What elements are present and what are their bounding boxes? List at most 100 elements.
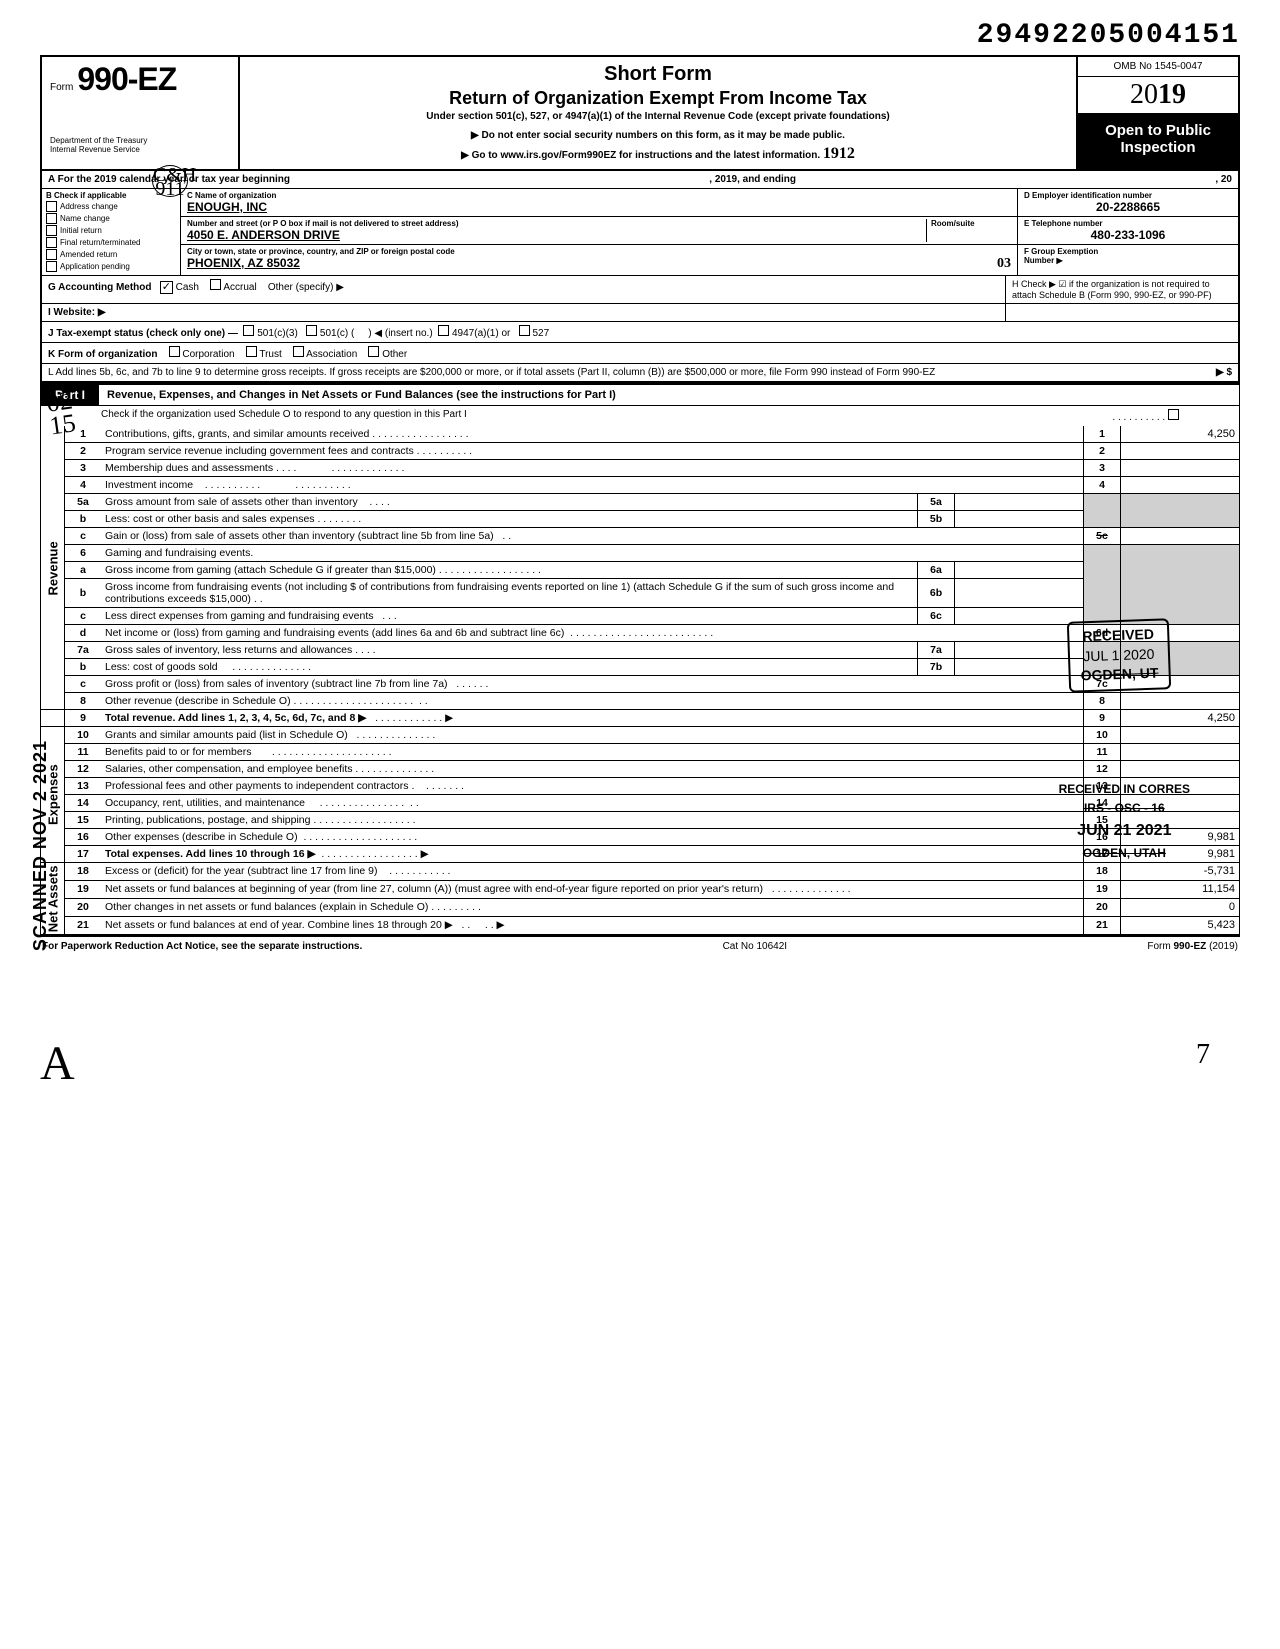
tax-year: 2019	[1078, 77, 1238, 114]
j-opt4: 527	[532, 328, 549, 339]
line-21: 21Net assets or fund balances at end of …	[41, 916, 1240, 934]
cb-address-change[interactable]: Address change	[46, 201, 176, 212]
handwritten-1912: 1912	[823, 145, 855, 162]
received-l1: RECEIVED	[1079, 625, 1157, 647]
part1-sub: Check if the organization used Schedule …	[40, 406, 1240, 426]
j-opt3: 4947(a)(1) or	[452, 328, 510, 339]
footer-right: Form 990-EZ (2019)	[1147, 941, 1238, 952]
form-container: 29492205004151 0215 Form 990-EZ C&H911 D…	[40, 20, 1240, 1091]
line-5a: 5aGross amount from sale of assets other…	[41, 494, 1240, 511]
l-text: L Add lines 5b, 6c, and 7b to line 9 to …	[48, 367, 1132, 378]
ssn-warning: ▶ Do not enter social security numbers o…	[250, 130, 1066, 141]
cb-name-change[interactable]: Name change	[46, 213, 176, 224]
irs-label: Internal Revenue Service	[50, 145, 230, 154]
line-7c: cGross profit or (loss) from sales of in…	[41, 676, 1240, 693]
cb-corp[interactable]	[169, 346, 180, 357]
line-8: 8Other revenue (describe in Schedule O) …	[41, 693, 1240, 710]
row-a-mid: , 2019, and ending	[709, 174, 796, 185]
open-public-2: Inspection	[1082, 139, 1234, 156]
section-bcdef: B Check if applicable Address change Nam…	[40, 189, 1240, 276]
corres-l4: OGDEN, UTAH	[1059, 844, 1190, 863]
line-2: 2Program service revenue including gover…	[41, 443, 1240, 460]
e-label: E Telephone number	[1024, 219, 1232, 228]
line-6c: cLess direct expenses from gaming and fu…	[41, 608, 1240, 625]
f-label2: Number ▶	[1024, 256, 1063, 265]
signature-initial: A	[40, 1036, 1240, 1091]
corres-l2: IRS - OSC - 16	[1059, 799, 1190, 818]
city-label: City or town, state or province, country…	[187, 247, 1011, 256]
row-a: A For the 2019 calendar year, or tax yea…	[40, 171, 1240, 189]
part1-title: Revenue, Expenses, and Changes in Net As…	[99, 386, 624, 404]
cb-4947[interactable]	[438, 325, 449, 336]
cb-app-pending[interactable]: Application pending	[46, 261, 176, 272]
received-l2: JUL 1 2020	[1080, 644, 1158, 666]
l-arrow: ▶ $	[1132, 367, 1232, 378]
initials-stamp: C&H911	[152, 165, 188, 197]
short-form-title: Short Form	[250, 63, 1066, 86]
k-label: K Form of organization	[48, 349, 157, 360]
line-9: 9Total revenue. Add lines 1, 2, 3, 4, 5c…	[41, 710, 1240, 727]
part1-sub-text: Check if the organization used Schedule …	[101, 409, 467, 423]
city-value: PHOENIX, AZ 85032	[187, 256, 1011, 270]
open-public-badge: Open to Public Inspection	[1078, 114, 1238, 169]
received-l3: OGDEN, UT	[1081, 664, 1159, 686]
form-label: Form	[50, 82, 73, 93]
goto-link: ▶ Go to www.irs.gov/Form990EZ for instru…	[461, 150, 820, 161]
cb-cash[interactable]: ✓	[160, 281, 173, 294]
line-20: 20Other changes in net assets or fund ba…	[41, 898, 1240, 916]
cb-final-return[interactable]: Final return/terminated	[46, 237, 176, 248]
omb-number: OMB No 1545-0047	[1078, 57, 1238, 77]
row-k: K Form of organization Corporation Trust…	[40, 343, 1240, 364]
street-label: Number and street (or P O box if mail is…	[187, 219, 926, 228]
page-number: 7	[1196, 1039, 1210, 1071]
year-bold: 19	[1158, 79, 1186, 110]
cb-527[interactable]	[519, 325, 530, 336]
cb-501c[interactable]	[306, 325, 317, 336]
cb-accrual[interactable]	[210, 279, 221, 290]
cb-schedule-o[interactable]	[1168, 409, 1179, 420]
form-header: Form 990-EZ C&H911 Department of the Tre…	[40, 55, 1240, 171]
room-label: Room/suite	[931, 219, 1011, 228]
scanned-stamp: SCANNED NOV 2 2021	[30, 740, 51, 951]
cb-assoc[interactable]	[293, 346, 304, 357]
subtitle: Under section 501(c), 527, or 4947(a)(1)…	[250, 111, 1066, 122]
g-label: G Accounting Method	[48, 282, 152, 293]
k-corp: Corporation	[182, 349, 234, 360]
received-corres-stamp: RECEIVED IN CORRES IRS - OSC - 16 JUN 21…	[1059, 780, 1190, 863]
phone-value: 480-233-1096	[1024, 228, 1232, 242]
form-name: 990-EZ	[77, 61, 176, 98]
year-prefix: 20	[1130, 79, 1158, 110]
received-stamp: RECEIVED JUL 1 2020 OGDEN, UT	[1067, 618, 1171, 692]
line-6b: bGross income from fundraising events (n…	[41, 579, 1240, 608]
footer-left: For Paperwork Reduction Act Notice, see …	[42, 941, 362, 952]
dept-treasury: Department of the Treasury	[50, 136, 230, 145]
j-opt2: 501(c) (	[320, 328, 354, 339]
col-def: D Employer identification number 20-2288…	[1018, 189, 1238, 275]
cash-label: Cash	[176, 282, 199, 293]
c-label: C Name of organization	[187, 191, 1011, 200]
row-a-right: , 20	[1215, 174, 1232, 185]
line-3: 3Membership dues and assessments . . . .…	[41, 460, 1240, 477]
line-10: Expenses 10Grants and similar amounts pa…	[41, 727, 1240, 744]
line-6d: dNet income or (loss) from gaming and fu…	[41, 625, 1240, 642]
cb-501c3[interactable]	[243, 325, 254, 336]
k-assoc: Association	[306, 349, 357, 360]
cb-amended[interactable]: Amended return	[46, 249, 176, 260]
line-7b: bLess: cost of goods sold . . . . . . . …	[41, 659, 1240, 676]
col-c: C Name of organization ENOUGH, INC Numbe…	[181, 189, 1018, 275]
org-name: ENOUGH, INC	[187, 200, 1011, 214]
row-gh: G Accounting Method ✓ Cash Accrual Other…	[40, 276, 1240, 304]
line-6a: aGross income from gaming (attach Schedu…	[41, 562, 1240, 579]
line-6: 6Gaming and fundraising events.	[41, 545, 1240, 562]
row-i: I Website: ▶	[40, 304, 1240, 322]
line-5b: bLess: cost or other basis and sales exp…	[41, 511, 1240, 528]
line-1: Revenue 1Contributions, gifts, grants, a…	[41, 426, 1240, 443]
other-label: Other (specify) ▶	[268, 282, 344, 293]
open-public-1: Open to Public	[1082, 122, 1234, 139]
cb-other-org[interactable]	[368, 346, 379, 357]
line-18: Net Assets 18Excess or (deficit) for the…	[41, 863, 1240, 881]
accrual-label: Accrual	[223, 282, 256, 293]
cb-trust[interactable]	[246, 346, 257, 357]
corres-l3: JUN 21 2021	[1059, 818, 1190, 844]
cb-initial-return[interactable]: Initial return	[46, 225, 176, 236]
